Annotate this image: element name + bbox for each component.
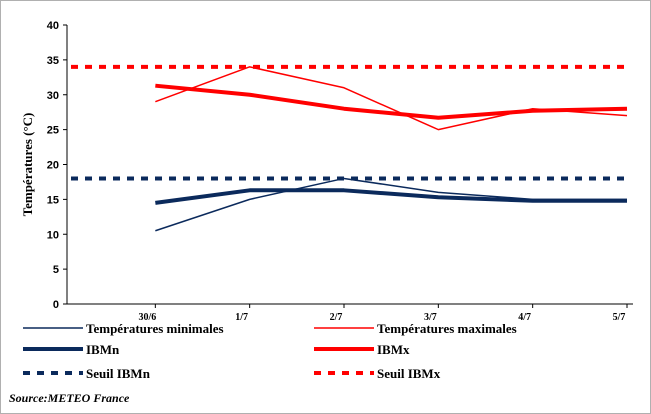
x-tick-label: 2/7: [330, 312, 343, 323]
y-tick-label: 30: [47, 90, 59, 102]
series-line-temp-ratures-minimales: [155, 177, 627, 232]
legend-label-seuil-ibmn: Seuil IBMn: [86, 366, 151, 381]
y-tick-label: 35: [47, 55, 59, 67]
y-tick-label: 5: [53, 264, 59, 276]
x-tick-label: 4/7: [518, 312, 531, 323]
legend: Températures minimales Températures maxim…: [23, 321, 517, 381]
y-tick-label: 10: [47, 229, 59, 241]
legend-label-ibmx: IBMx: [377, 342, 410, 357]
y-tick-label: 40: [47, 20, 59, 32]
legend-label-temp-ratures-minimales: Températures minimales: [86, 321, 224, 336]
x-tick-label: 5/7: [613, 312, 626, 323]
y-tick-label: 20: [47, 160, 59, 172]
series-line-ibmx: [155, 83, 628, 120]
x-ticks: 30/6 1/7 2/7 3/7 4/7 5/7: [138, 304, 628, 323]
series-line-ibmn: [155, 188, 627, 205]
series-line-temp-ratures-maximales: [155, 66, 628, 131]
series-group: [71, 64, 628, 232]
y-axis-label: Températures (°C): [20, 113, 35, 217]
y-tick-label: 25: [47, 125, 59, 137]
legend-label-ibmn: IBMn: [86, 342, 120, 357]
legend-label-seuil-ibmx: Seuil IBMx: [377, 366, 441, 381]
y-ticks: 0 5 10 15 20 25 30 35 40: [47, 20, 67, 311]
source-note: Source:METEO France: [9, 391, 130, 405]
x-tick-label: 1/7: [235, 312, 248, 323]
y-tick-label: 15: [47, 194, 59, 206]
legend-label-temp-ratures-maximales: Températures maximales: [377, 321, 517, 336]
x-tick-label: 3/7: [424, 312, 437, 323]
x-tick-label: 30/6: [138, 312, 156, 323]
y-tick-label: 0: [53, 299, 59, 311]
